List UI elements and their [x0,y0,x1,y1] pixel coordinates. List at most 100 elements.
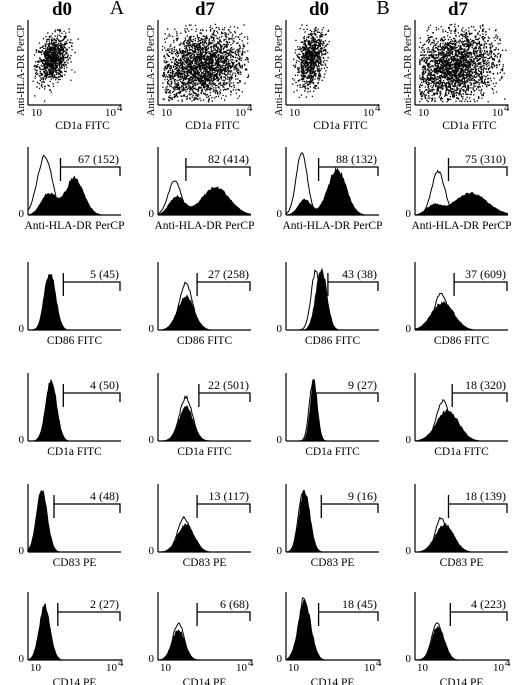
histogram-filled [415,523,508,552]
histogram-r4-c3: 0 9 (16) CD83 PE [277,484,379,569]
gate-marker [57,603,121,626]
histogram-r2-c1: 0 5 (45) CD86 FITC [19,262,121,347]
scatter-x-label: CD1a FITC [442,120,497,132]
gate-marker [59,158,121,181]
gate-value: 2 (27) [90,597,119,611]
column-label-d0-b: d0 [309,0,329,20]
tick-base: 10 [493,662,505,674]
histogram-y-tick-zero: 0 [149,323,155,335]
tick-exp: 4 [248,657,254,669]
histogram-r3-c2: 0 22 (501) CD1a FITC [149,373,251,458]
histogram-x-tick-high: 10 4 [364,657,382,674]
histogram-x-label: Anti-HLA-DR PerCP [25,220,125,232]
gate-value: 37 (609) [465,267,506,281]
tick-exp: 4 [504,102,510,114]
histogram-r1-c3: 0 88 (132) Anti-HLA-DR PerCP [277,147,383,232]
tick-exp: 4 [247,102,253,114]
gate-marker [185,158,251,181]
gate-value: 5 (45) [90,267,119,281]
scatter-y-label: Anti-HLA-DR PerCP [403,25,414,116]
histogram-x-label: CD14 PE [311,677,355,685]
histogram-filled [286,379,379,441]
histogram-filled [415,192,508,215]
gate-marker [196,603,251,626]
histogram-x-label: CD86 FITC [47,335,103,347]
gate-value: 4 (48) [90,489,119,503]
histogram-x-label: CD86 FITC [434,335,490,347]
gate-marker [447,158,508,181]
gate-value: 9 (27) [348,378,377,392]
gate-marker [196,495,251,518]
histogram-x-tick-high: 10 4 [493,657,511,674]
scatter-x-label: CD1a FITC [55,120,110,132]
gate-marker [451,384,508,407]
histogram-y-tick-zero: 0 [19,208,25,220]
gate-value: 88 (132) [336,152,377,166]
scatter-events [292,24,330,98]
histogram-filled [158,523,251,552]
histogram-x-label: CD83 PE [311,557,355,569]
tick-base: 10 [105,107,117,119]
gate-marker [313,384,379,407]
scatter-x-tick-low: 10 [31,107,43,119]
gate-value: 18 (320) [465,378,506,392]
histogram-r4-c4: 0 18 (139) CD83 PE [406,484,508,569]
histogram-y-tick-zero: 0 [19,653,25,665]
gate-value: 43 (38) [342,267,377,281]
scatter-x-label: CD1a FITC [185,120,240,132]
histogram-x-tick-low: 10 [30,662,42,674]
histogram-x-label: Anti-HLA-DR PerCP [283,220,383,232]
histogram-filled [286,166,379,215]
histogram-y-tick-zero: 0 [19,434,25,446]
histogram-filled [286,599,379,660]
histogram-y-tick-zero: 0 [406,545,412,557]
histogram-y-tick-zero: 0 [149,208,155,220]
histogram-filled [28,490,121,552]
histogram-filled [158,294,251,330]
tick-base: 10 [364,662,376,674]
gate-marker [198,384,251,407]
gate-value: 13 (117) [208,489,249,503]
gate-marker [317,158,379,181]
tick-base: 10 [106,662,118,674]
scatter-events [32,28,79,102]
histogram-filled [28,379,121,441]
gate-value: 4 (223) [471,597,506,611]
histogram-r4-c1: 0 4 (48) CD83 PE [19,484,121,569]
scatter-x-tick-low: 10 [418,107,430,119]
histogram-x-label: CD14 PE [183,677,227,685]
scatter-x-tick-high: 10 4 [492,102,510,119]
gate-marker [62,384,121,407]
histogram-y-tick-zero: 0 [406,653,412,665]
gate-value: 9 (16) [348,489,377,503]
histogram-open-overlay [158,515,251,553]
gate-value: 4 (50) [90,378,119,392]
histogram-filled [286,490,379,552]
gate-marker [62,273,121,296]
column-label-d7-b: d7 [448,0,469,20]
tick-exp: 4 [505,657,511,669]
histogram-r1-c2: 0 82 (414) Anti-HLA-DR PerCP [149,147,255,232]
histogram-x-tick-low: 10 [160,662,172,674]
histogram-filled [415,300,508,330]
scatter-x-tick-high: 10 4 [105,102,123,119]
gate-value: 27 (258) [208,267,249,281]
panel-label-a: A [110,0,125,19]
histogram-y-tick-zero: 0 [277,323,283,335]
gate-value: 18 (139) [465,489,506,503]
tick-base: 10 [363,107,375,119]
histogram-r3-c4: 0 18 (320) CD1a FITC [406,373,508,458]
gate-marker [447,495,508,518]
histogram-r2-c4: 0 37 (609) CD86 FITC [406,262,508,347]
gate-marker [196,273,251,296]
histogram-x-label: CD83 PE [440,557,484,569]
column-label-d7-a: d7 [195,0,216,20]
histogram-r2-c2: 0 27 (258) CD86 FITC [149,262,251,347]
histogram-r2-c3: 0 43 (38) CD86 FITC [277,262,379,347]
